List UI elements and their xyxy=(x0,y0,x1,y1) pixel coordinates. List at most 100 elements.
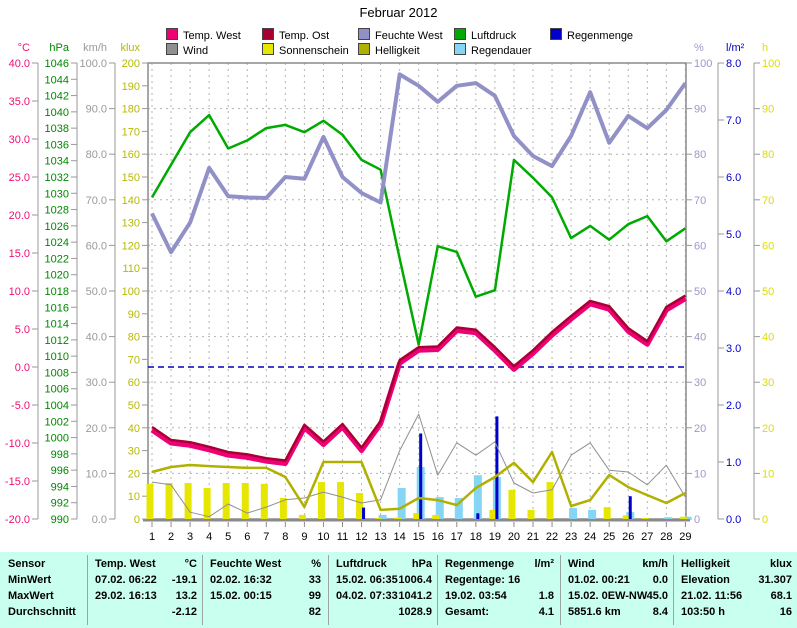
legend-row: Temp. West Temp. Ost Feuchte West Luftdruck… xyxy=(166,28,646,43)
axis-tick-label: 10 xyxy=(128,491,140,503)
x-axis-label: 26 xyxy=(622,531,634,543)
axis-tick-label: 70 xyxy=(694,195,706,207)
axis-tick-label: 1004 xyxy=(45,400,69,412)
axis-title: km/h xyxy=(83,42,107,54)
table-cell-text: 29.02. 16:13 xyxy=(95,590,157,602)
bar-sonnenschein xyxy=(641,518,649,519)
x-axis-label: 9 xyxy=(301,531,307,543)
bar-regenmenge xyxy=(362,507,366,519)
axis-tick-label: 60.0 xyxy=(86,240,107,252)
bar-regendauer xyxy=(454,498,463,519)
axis-tick-label: 40.0 xyxy=(9,58,30,70)
axis-tick-label: 996 xyxy=(51,465,69,477)
axis-tick-label: 0 xyxy=(762,514,768,526)
axis-tick-label: 90.0 xyxy=(86,104,107,116)
axis-tick-label: 1012 xyxy=(45,335,69,347)
axis-tick-label: -20.0 xyxy=(5,514,30,526)
bar-regendauer xyxy=(435,497,444,519)
bar-sonnenschein xyxy=(146,483,154,519)
axis-tick-label: -10.0 xyxy=(5,438,30,450)
table-cell-value: 1006.4 xyxy=(398,574,432,586)
table-section-title: Helligkeit xyxy=(681,558,730,570)
axis-tick-label: -5.0 xyxy=(11,400,30,412)
axis-tick-label: 0 xyxy=(694,514,700,526)
axis-tick-label: 0.0 xyxy=(92,514,107,526)
legend-swatch-icon xyxy=(550,28,562,40)
axis-title: l/m² xyxy=(726,42,745,54)
table-cell-value: 4.1 xyxy=(538,606,554,618)
bar-regenmenge xyxy=(628,496,632,519)
axis-title: °C xyxy=(18,42,30,54)
table-row-label: Sensor xyxy=(8,558,46,570)
table-cell-value: -2.12 xyxy=(171,606,197,618)
axis-tick-label: 100.0 xyxy=(79,58,107,70)
legend-swatch-icon xyxy=(262,28,274,40)
axis-tick-label: 120 xyxy=(122,240,140,252)
axis-tick-label: 160 xyxy=(122,149,140,161)
legend-swatch-icon xyxy=(454,43,466,55)
axis-tick-label: 80 xyxy=(128,332,140,344)
axis-tick-label: 60 xyxy=(128,377,140,389)
axis-tick-label: 1.0 xyxy=(726,457,741,469)
axis-tick-label: 40 xyxy=(694,332,706,344)
page-title: Februar 2012 xyxy=(359,5,438,20)
legend-swatch-icon xyxy=(358,43,370,55)
axis-tick-label: 1032 xyxy=(45,172,69,184)
x-axis-label: 18 xyxy=(470,531,482,543)
line-feuchte-west xyxy=(150,72,688,255)
legend-item: Regenmenge xyxy=(550,28,646,42)
legend-item: Temp. West xyxy=(166,28,262,42)
table-separator xyxy=(673,555,674,625)
axis-tick-label: 4.0 xyxy=(726,286,741,298)
bar-sonnenschein xyxy=(432,514,440,519)
bar-sonnenschein xyxy=(337,482,344,519)
axis-tick-label: 200 xyxy=(122,58,140,70)
axis-tick-label: 10 xyxy=(762,468,774,480)
table-row-label: Durchschnitt xyxy=(8,606,76,618)
axis-tick-label: 110 xyxy=(122,263,140,275)
axis-tick-label: 80 xyxy=(694,149,706,161)
axis-tick-label: 100 xyxy=(694,58,712,70)
axis-tick-label: 998 xyxy=(51,449,69,461)
axis-tick-label: 1026 xyxy=(45,221,69,233)
bar-sonnenschein xyxy=(546,482,554,519)
axis-tick-label: 5.0 xyxy=(15,324,30,336)
legend-item: Feuchte West xyxy=(358,28,454,42)
table-section-unit: hPa xyxy=(411,558,432,570)
axis-tick-label: 20 xyxy=(694,423,706,435)
axis-tick-label: 0.0 xyxy=(15,362,30,374)
axis-tick-label: 40 xyxy=(128,423,140,435)
axis-tick-label: 1040 xyxy=(45,107,69,119)
axis-tick-label: 30 xyxy=(762,377,774,389)
bar-regenmenge xyxy=(476,513,480,519)
bar-sonnenschein xyxy=(241,482,249,519)
axis-tick-label: 1010 xyxy=(45,351,69,363)
table-section-title: Luftdruck xyxy=(336,558,387,570)
x-axis-label: 14 xyxy=(394,531,406,543)
axis-tick-label: 1046 xyxy=(45,58,69,70)
axis-tick-label: 3.0 xyxy=(726,343,741,355)
table-separator xyxy=(202,555,203,625)
x-axis-label: 4 xyxy=(206,531,212,543)
table-cell-value: 31.307 xyxy=(758,574,792,586)
axis-tick-label: 40 xyxy=(762,332,774,344)
axis-tick-label: 0.0 xyxy=(726,514,741,526)
bar-sonnenschein xyxy=(317,482,325,519)
x-axis-label: 12 xyxy=(355,531,367,543)
x-axis-label: 16 xyxy=(432,531,444,543)
table-cell-value: 82 xyxy=(308,606,321,618)
x-axis-label: 24 xyxy=(584,531,596,543)
line-temp-west xyxy=(150,296,687,466)
bar-sonnenschein xyxy=(260,483,268,519)
legend-swatch-icon xyxy=(358,28,370,40)
table-cell-value: 13.2 xyxy=(175,590,197,602)
table-section-title: Wind xyxy=(568,558,595,570)
bar-regendauer xyxy=(664,517,673,519)
table-section-title: Regenmenge xyxy=(445,558,515,570)
bar-regendauer xyxy=(397,487,406,519)
legend-swatch-icon xyxy=(454,28,466,40)
axis-tick-label: 50 xyxy=(762,286,774,298)
axis-tick-label: 8.0 xyxy=(726,58,741,70)
table-cell-value: 33 xyxy=(308,574,321,586)
